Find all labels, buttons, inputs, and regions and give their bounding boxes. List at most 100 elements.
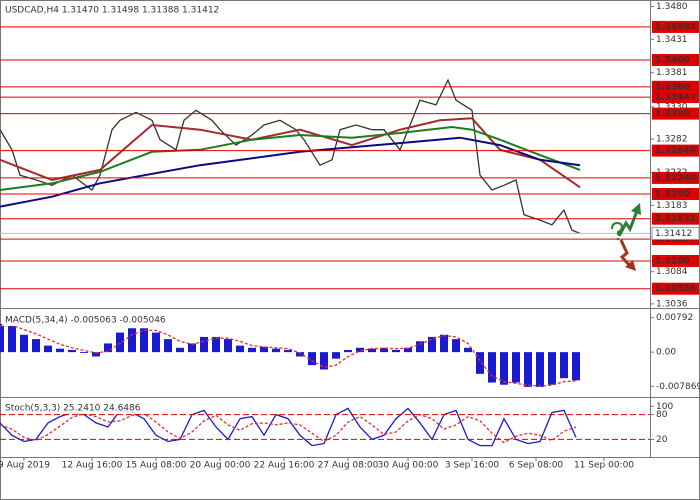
y-tick-label: -0.007869 bbox=[656, 382, 700, 392]
current-price-bg bbox=[651, 226, 700, 240]
up-arrowhead bbox=[631, 203, 641, 215]
y-tick-label: 1.3282 bbox=[656, 135, 688, 145]
y-tick-label: 0.00 bbox=[656, 348, 676, 358]
histogram-bar bbox=[416, 341, 424, 353]
x-tick-label: 9 Aug 2019 bbox=[0, 461, 50, 471]
histogram-bar bbox=[572, 352, 580, 381]
level-label: 1.31631 bbox=[655, 214, 696, 224]
x-tick-label: 12 Aug 16:00 bbox=[62, 461, 123, 471]
level-label-bg bbox=[652, 187, 699, 200]
level-label-bg bbox=[652, 20, 699, 33]
y-tick-label: 1.3480 bbox=[656, 2, 688, 12]
histogram-bar bbox=[152, 332, 160, 353]
histogram-bar bbox=[392, 349, 400, 353]
x-tick-label: 3 Sep 16:00 bbox=[445, 461, 500, 471]
series-line bbox=[0, 413, 577, 444]
histogram-bar bbox=[488, 352, 496, 383]
title-bg bbox=[2, 402, 172, 414]
x-tick-label: 30 Aug 00:00 bbox=[378, 461, 439, 471]
histogram-bar bbox=[368, 348, 376, 353]
series-line bbox=[0, 407, 577, 447]
histogram-bar bbox=[0, 323, 4, 353]
level-label-bg bbox=[652, 54, 699, 67]
level-label: 1.32240 bbox=[655, 173, 696, 183]
histogram-bar bbox=[92, 352, 100, 357]
level-label-bg bbox=[652, 91, 699, 104]
histogram-bar bbox=[236, 345, 244, 353]
histogram-bar bbox=[200, 336, 208, 353]
level-label: 1.3100 bbox=[655, 256, 690, 266]
histogram-bar bbox=[68, 349, 76, 353]
histogram-bar bbox=[344, 349, 352, 353]
histogram-bar bbox=[260, 346, 268, 353]
histogram-bar bbox=[104, 343, 112, 353]
level-label: 1.30586 bbox=[655, 284, 696, 294]
x-tick-label: 27 Aug 08:00 bbox=[318, 461, 379, 471]
histogram-bar bbox=[464, 347, 472, 353]
level-label: 1.3360 bbox=[655, 82, 690, 92]
histogram-bar bbox=[116, 332, 124, 353]
panel-title: Stoch(5,3,3) 25.2410 24.6486 bbox=[5, 404, 141, 414]
histogram-bar bbox=[380, 347, 388, 353]
y-tick-label: 80 bbox=[656, 410, 668, 420]
histogram-bar bbox=[524, 352, 532, 387]
x-tick-label: 6 Sep 08:00 bbox=[509, 461, 564, 471]
histogram-bar bbox=[536, 352, 544, 387]
x-tick-label: 11 Sep 00:00 bbox=[574, 461, 634, 471]
title-bg bbox=[2, 314, 172, 326]
histogram-bar bbox=[224, 339, 232, 353]
histogram-bar bbox=[128, 328, 136, 353]
level-label-bg bbox=[652, 144, 699, 157]
series-line bbox=[0, 78, 581, 235]
down-arrow bbox=[619, 239, 632, 267]
histogram-bar bbox=[176, 347, 184, 353]
histogram-bar bbox=[428, 336, 436, 353]
histogram-bar bbox=[356, 347, 364, 353]
y-tick-label: 20 bbox=[656, 435, 668, 445]
x-tick-label: 22 Aug 16:00 bbox=[254, 461, 315, 471]
histogram-bar bbox=[56, 348, 64, 353]
level-label-bg bbox=[652, 212, 699, 225]
histogram-bar bbox=[20, 334, 28, 353]
histogram-bar bbox=[476, 352, 484, 374]
title-bg bbox=[2, 4, 252, 16]
histogram-bar bbox=[80, 352, 88, 353]
histogram-bar bbox=[320, 352, 328, 370]
level-label-bg bbox=[652, 254, 699, 267]
histogram-bar bbox=[440, 334, 448, 353]
level-label: 1.3400 bbox=[655, 56, 690, 66]
current-price-label: 1.31412 bbox=[655, 229, 692, 239]
y-tick-label: 1.3036 bbox=[656, 299, 688, 309]
plot: 1.34801.34311.33811.33301.32821.32321.31… bbox=[0, 2, 700, 471]
histogram-bar bbox=[212, 336, 220, 353]
series-line bbox=[0, 136, 581, 208]
question-dot bbox=[616, 237, 620, 241]
level-label-bg bbox=[652, 80, 699, 93]
histogram-bar bbox=[500, 352, 508, 385]
histogram-bar bbox=[188, 343, 196, 353]
y-tick-label: 1.3183 bbox=[656, 201, 688, 211]
histogram-bar bbox=[248, 347, 256, 353]
y-tick-label: 1.3330 bbox=[656, 102, 688, 112]
series-line bbox=[0, 324, 577, 387]
histogram-bar bbox=[452, 339, 460, 353]
histogram-bar bbox=[44, 345, 52, 353]
histogram-bar bbox=[140, 328, 148, 353]
histogram-bar bbox=[8, 326, 16, 353]
level-label: 1.3200 bbox=[655, 189, 690, 199]
y-tick-label: 1.3084 bbox=[656, 267, 688, 277]
histogram-bar bbox=[296, 352, 304, 357]
level-label-bg bbox=[652, 107, 699, 120]
forecast-icon bbox=[611, 203, 641, 271]
histogram-bar bbox=[32, 339, 40, 353]
histogram-bar bbox=[164, 339, 172, 353]
series-line bbox=[0, 125, 581, 191]
up-arrow bbox=[617, 210, 639, 237]
histogram-bar bbox=[512, 352, 520, 383]
histogram-bar bbox=[548, 352, 556, 385]
histogram-bar bbox=[560, 352, 568, 379]
level-label-bg bbox=[652, 171, 699, 184]
x-tick-label: 15 Aug 08:00 bbox=[126, 461, 187, 471]
level-label: 1.32648 bbox=[655, 146, 696, 156]
